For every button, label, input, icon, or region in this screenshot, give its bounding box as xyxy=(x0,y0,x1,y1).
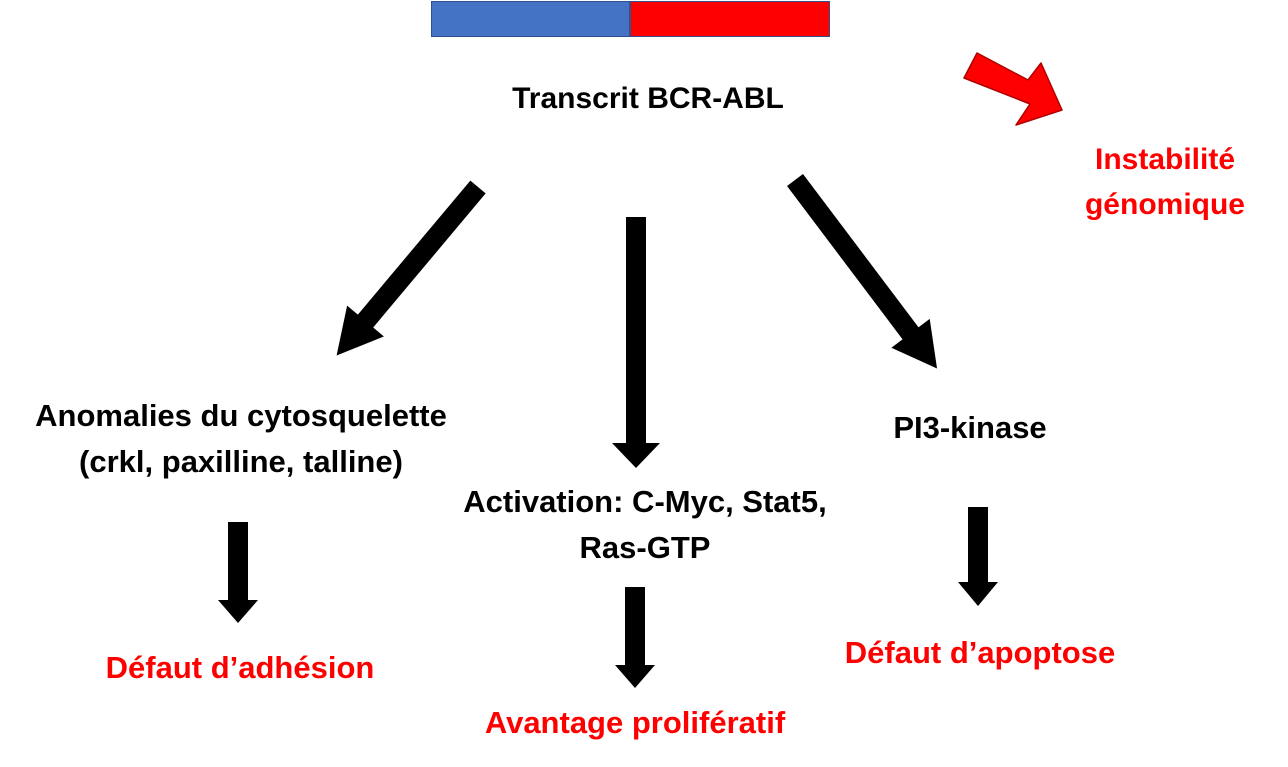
arrow-to-adhesion-defect xyxy=(218,522,258,623)
arrow-to-activation xyxy=(612,217,660,468)
cytoskeleton-anomalies-line2: (crkl, paxilline, talline) xyxy=(79,444,403,479)
cytoskeleton-anomalies-line1: Anomalies du cytosquelette xyxy=(35,398,447,433)
apoptosis-defect-label: Défaut d’apoptose xyxy=(844,635,1116,670)
activation-line1: Activation: C-Myc, Stat5, xyxy=(463,484,827,519)
adhesion-defect-label: Défaut d’adhésion xyxy=(105,650,375,685)
activation-line2: Ras-GTP xyxy=(579,530,711,565)
bcr-segment xyxy=(431,1,630,37)
pi3-kinase-label: PI3-kinase xyxy=(893,410,1047,445)
genomic-instability-line1: Instabilité xyxy=(1094,143,1236,176)
red-arrow-to-genomic-instability xyxy=(963,52,1063,126)
arrow-to-cytoskeleton xyxy=(336,180,486,356)
genomic-instability-line2: génomique xyxy=(1084,188,1245,221)
proliferative-advantage-label: Avantage prolifératif xyxy=(484,705,786,740)
transcript-label: Transcrit BCR-ABL xyxy=(512,82,784,115)
arrow-to-proliferative-advantage xyxy=(615,587,655,688)
abl-segment xyxy=(630,1,830,37)
arrow-to-apoptosis-defect xyxy=(958,507,998,606)
arrow-to-pi3k xyxy=(787,173,938,369)
